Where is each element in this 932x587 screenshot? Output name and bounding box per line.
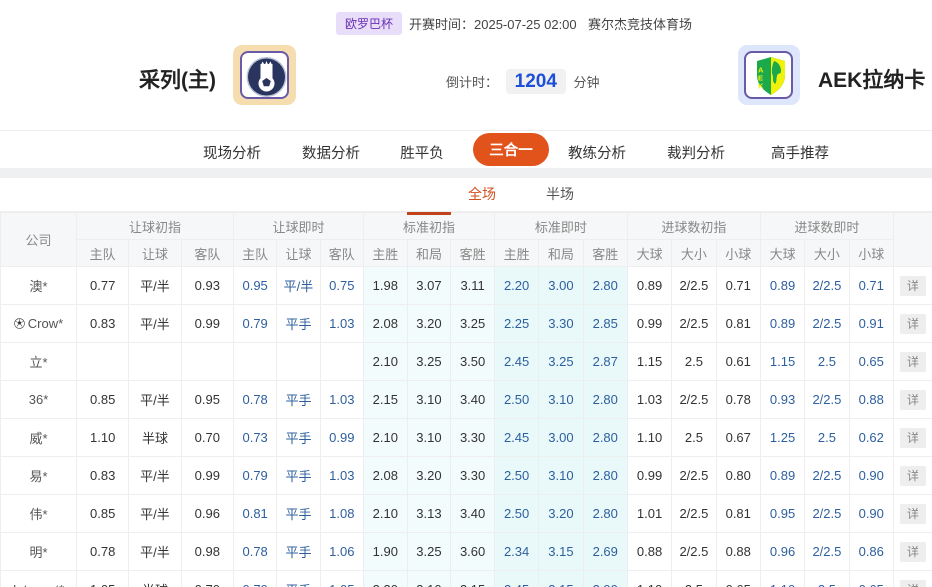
svg-text:K: K (758, 82, 764, 91)
